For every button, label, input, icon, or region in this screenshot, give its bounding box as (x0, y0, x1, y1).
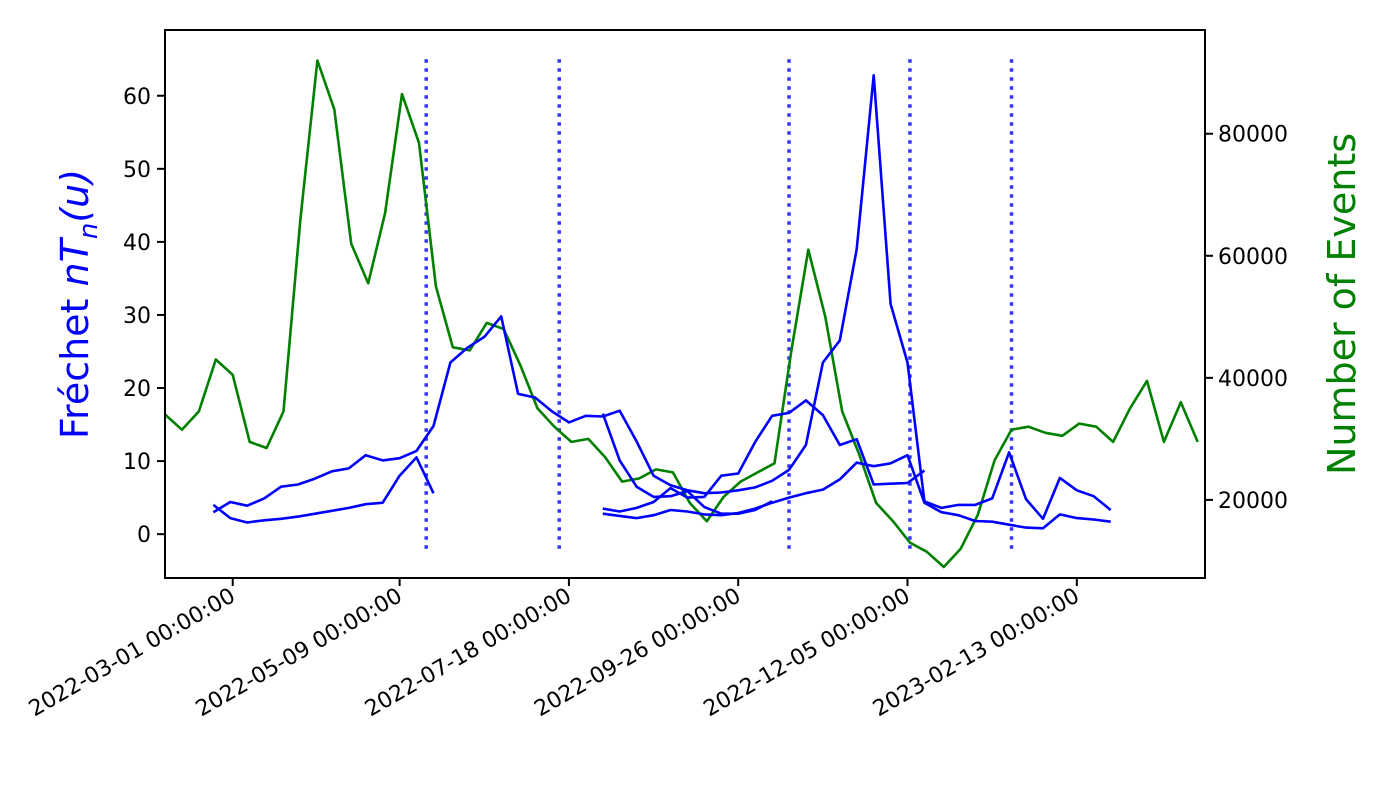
y-right-tick-label: 40000 (1218, 367, 1288, 392)
reference-lines (424, 59, 1014, 553)
series-frechet-3 (602, 453, 1111, 530)
series-frechet-5 (601, 413, 773, 516)
y-axis-right-title: Number of Events (1320, 133, 1364, 475)
y-left-tick-label: 10 (123, 450, 151, 475)
y-right-tick-label: 20000 (1218, 489, 1288, 514)
series-frechet-1 (212, 74, 1112, 521)
y-axis-left: 0 10 20 30 40 50 60 (123, 85, 165, 548)
y-axis-left-title-sub: n (74, 223, 104, 239)
y-left-tick-label: 20 (123, 377, 151, 402)
y-axis-left-title-text: Fréchet (53, 299, 97, 440)
series-frechet-4 (602, 399, 926, 513)
y-right-tick-label: 60000 (1218, 245, 1288, 270)
y-left-tick-label: 50 (123, 158, 151, 183)
y-right-tick-label: 80000 (1218, 123, 1288, 148)
y-left-tick-label: 0 (137, 523, 151, 548)
series-events (164, 59, 1199, 569)
y-axis-right: 20000 40000 60000 80000 (1205, 123, 1288, 514)
y-left-tick-label: 30 (123, 304, 151, 329)
series-layer (164, 59, 1199, 569)
y-axis-left-title-math: nT (53, 236, 97, 286)
y-left-tick-label: 40 (123, 231, 151, 256)
y-axis-left-title-tail: (u) (53, 169, 97, 223)
plot-frame (164, 29, 1206, 579)
y-left-tick-label: 60 (123, 85, 151, 110)
series-frechet-2 (212, 456, 435, 524)
y-axis-left-title: Fréchet nTn(u) (53, 169, 104, 439)
